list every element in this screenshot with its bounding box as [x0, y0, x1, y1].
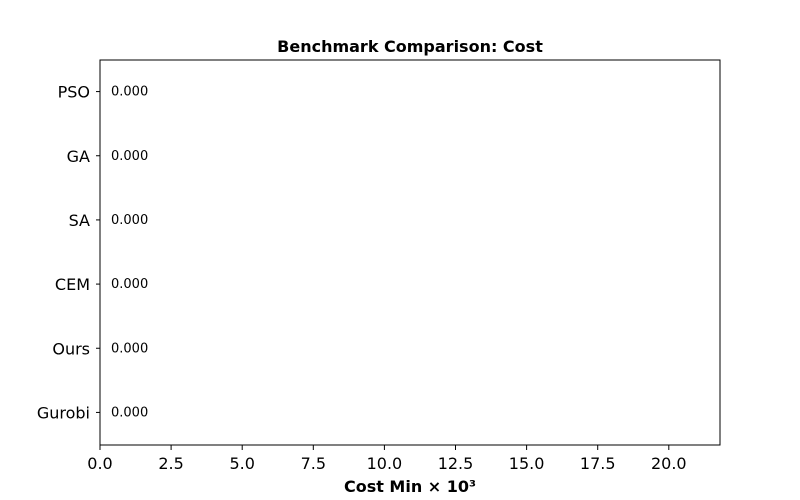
x-axis: 0.0 2.5 5.0 7.5 10.0 12.5 15.0 17.5 20.0 — [87, 445, 687, 473]
chart-title: Benchmark Comparison: Cost — [277, 37, 543, 56]
y-tick-label: Gurobi — [37, 403, 90, 422]
y-tick-label: GA — [67, 147, 90, 166]
data-labels: 0.000 0.000 0.000 0.000 0.000 0.000 — [111, 85, 148, 421]
x-tick-label: 10.0 — [367, 454, 403, 473]
y-tick-label: PSO — [58, 83, 90, 102]
data-label: 0.000 — [111, 405, 148, 420]
y-tick-label: CEM — [55, 275, 90, 294]
data-label: 0.000 — [111, 277, 148, 292]
data-label: 0.000 — [111, 85, 148, 100]
y-tick-label: SA — [69, 211, 90, 230]
x-tick-label: 2.5 — [158, 454, 183, 473]
data-label: 0.000 — [111, 341, 148, 356]
x-tick-label: 20.0 — [651, 454, 687, 473]
x-tick-label: 7.5 — [301, 454, 326, 473]
x-axis-label: Cost Min × 10³ — [344, 477, 476, 496]
x-tick-label: 5.0 — [229, 454, 254, 473]
data-label: 0.000 — [111, 213, 148, 228]
x-tick-label: 12.5 — [438, 454, 474, 473]
y-tick-label: Ours — [52, 339, 90, 358]
data-label: 0.000 — [111, 149, 148, 164]
x-tick-label: 17.5 — [580, 454, 616, 473]
plot-area — [99, 59, 721, 446]
x-tick-label: 15.0 — [509, 454, 545, 473]
x-tick-label: 0.0 — [87, 454, 112, 473]
y-axis: PSO GA SA CEM Ours Gurobi — [37, 83, 100, 422]
